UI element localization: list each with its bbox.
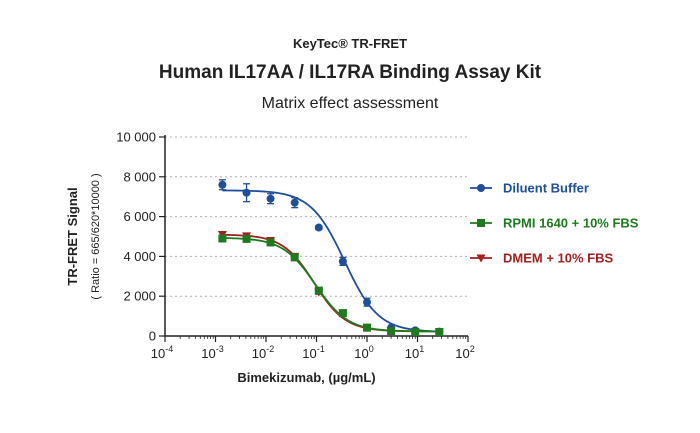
y-tick-label: 4 000 [123, 249, 156, 264]
legend-label-diluent-buffer: Diluent Buffer [503, 181, 589, 196]
point-rpmi-1640-10-fbs [290, 253, 299, 262]
point-diluent-buffer [363, 298, 371, 307]
legend-label-dmem-10-fbs: DMEM + 10% FBS [503, 251, 613, 266]
y-axis-sublabel: ( Ratio = 665/620*10000 ) [90, 173, 102, 299]
y-tick-label: 10 000 [116, 130, 156, 145]
fit-curve-diluent-buffer [222, 189, 440, 333]
fit-curve-dmem-10-fbs [222, 233, 440, 333]
chart-subtitle: Matrix effect assessment [261, 95, 439, 112]
chart-title: Human IL17AA / IL17RA Binding Assay Kit [158, 62, 542, 83]
point-rpmi-1640-10-fbs [314, 286, 323, 295]
chart-brand: KeyTec® TR-FRET [292, 36, 408, 51]
point-diluent-buffer [290, 198, 299, 207]
x-tick-label: 10-2 [252, 344, 274, 361]
y-tick-label: 0 [149, 329, 156, 344]
x-tick-label: 10-1 [302, 344, 324, 361]
point-rpmi-1640-10-fbs [363, 323, 371, 332]
y-tick-label: 8 000 [123, 169, 156, 184]
point-rpmi-1640-10-fbs [338, 309, 347, 318]
legend-marker-dmem-10-fbs [476, 254, 486, 263]
point-rpmi-1640-10-fbs [242, 234, 251, 243]
x-tick-label: 10-4 [151, 344, 173, 361]
y-tick-label: 6 000 [123, 209, 156, 224]
point-diluent-buffer [314, 223, 323, 232]
y-axis-label: TR-FRET Signal [65, 187, 80, 285]
point-rpmi-1640-10-fbs [435, 328, 444, 337]
point-rpmi-1640-10-fbs [387, 327, 396, 336]
point-diluent-buffer [218, 180, 227, 189]
x-tick-label: 102 [455, 344, 474, 361]
x-tick-label: 10-3 [201, 344, 223, 361]
point-diluent-buffer [242, 188, 251, 197]
legend-label-rpmi-1640-10-fbs: RPMI 1640 + 10% FBS [503, 216, 639, 231]
fit-curve-rpmi-1640-10-fbs [222, 237, 440, 333]
point-rpmi-1640-10-fbs [218, 234, 227, 243]
point-rpmi-1640-10-fbs [411, 328, 420, 337]
point-rpmi-1640-10-fbs [266, 238, 275, 247]
x-tick-label: 100 [354, 344, 373, 361]
x-axis-label: Bimekizumab, (µg/mL) [237, 370, 375, 385]
legend-marker-diluent-buffer [477, 184, 485, 192]
point-diluent-buffer [338, 257, 347, 266]
legend-marker-rpmi-1640-10-fbs [477, 219, 485, 227]
point-diluent-buffer [266, 194, 275, 203]
y-tick-label: 2 000 [123, 289, 156, 304]
x-tick-label: 101 [405, 344, 424, 361]
